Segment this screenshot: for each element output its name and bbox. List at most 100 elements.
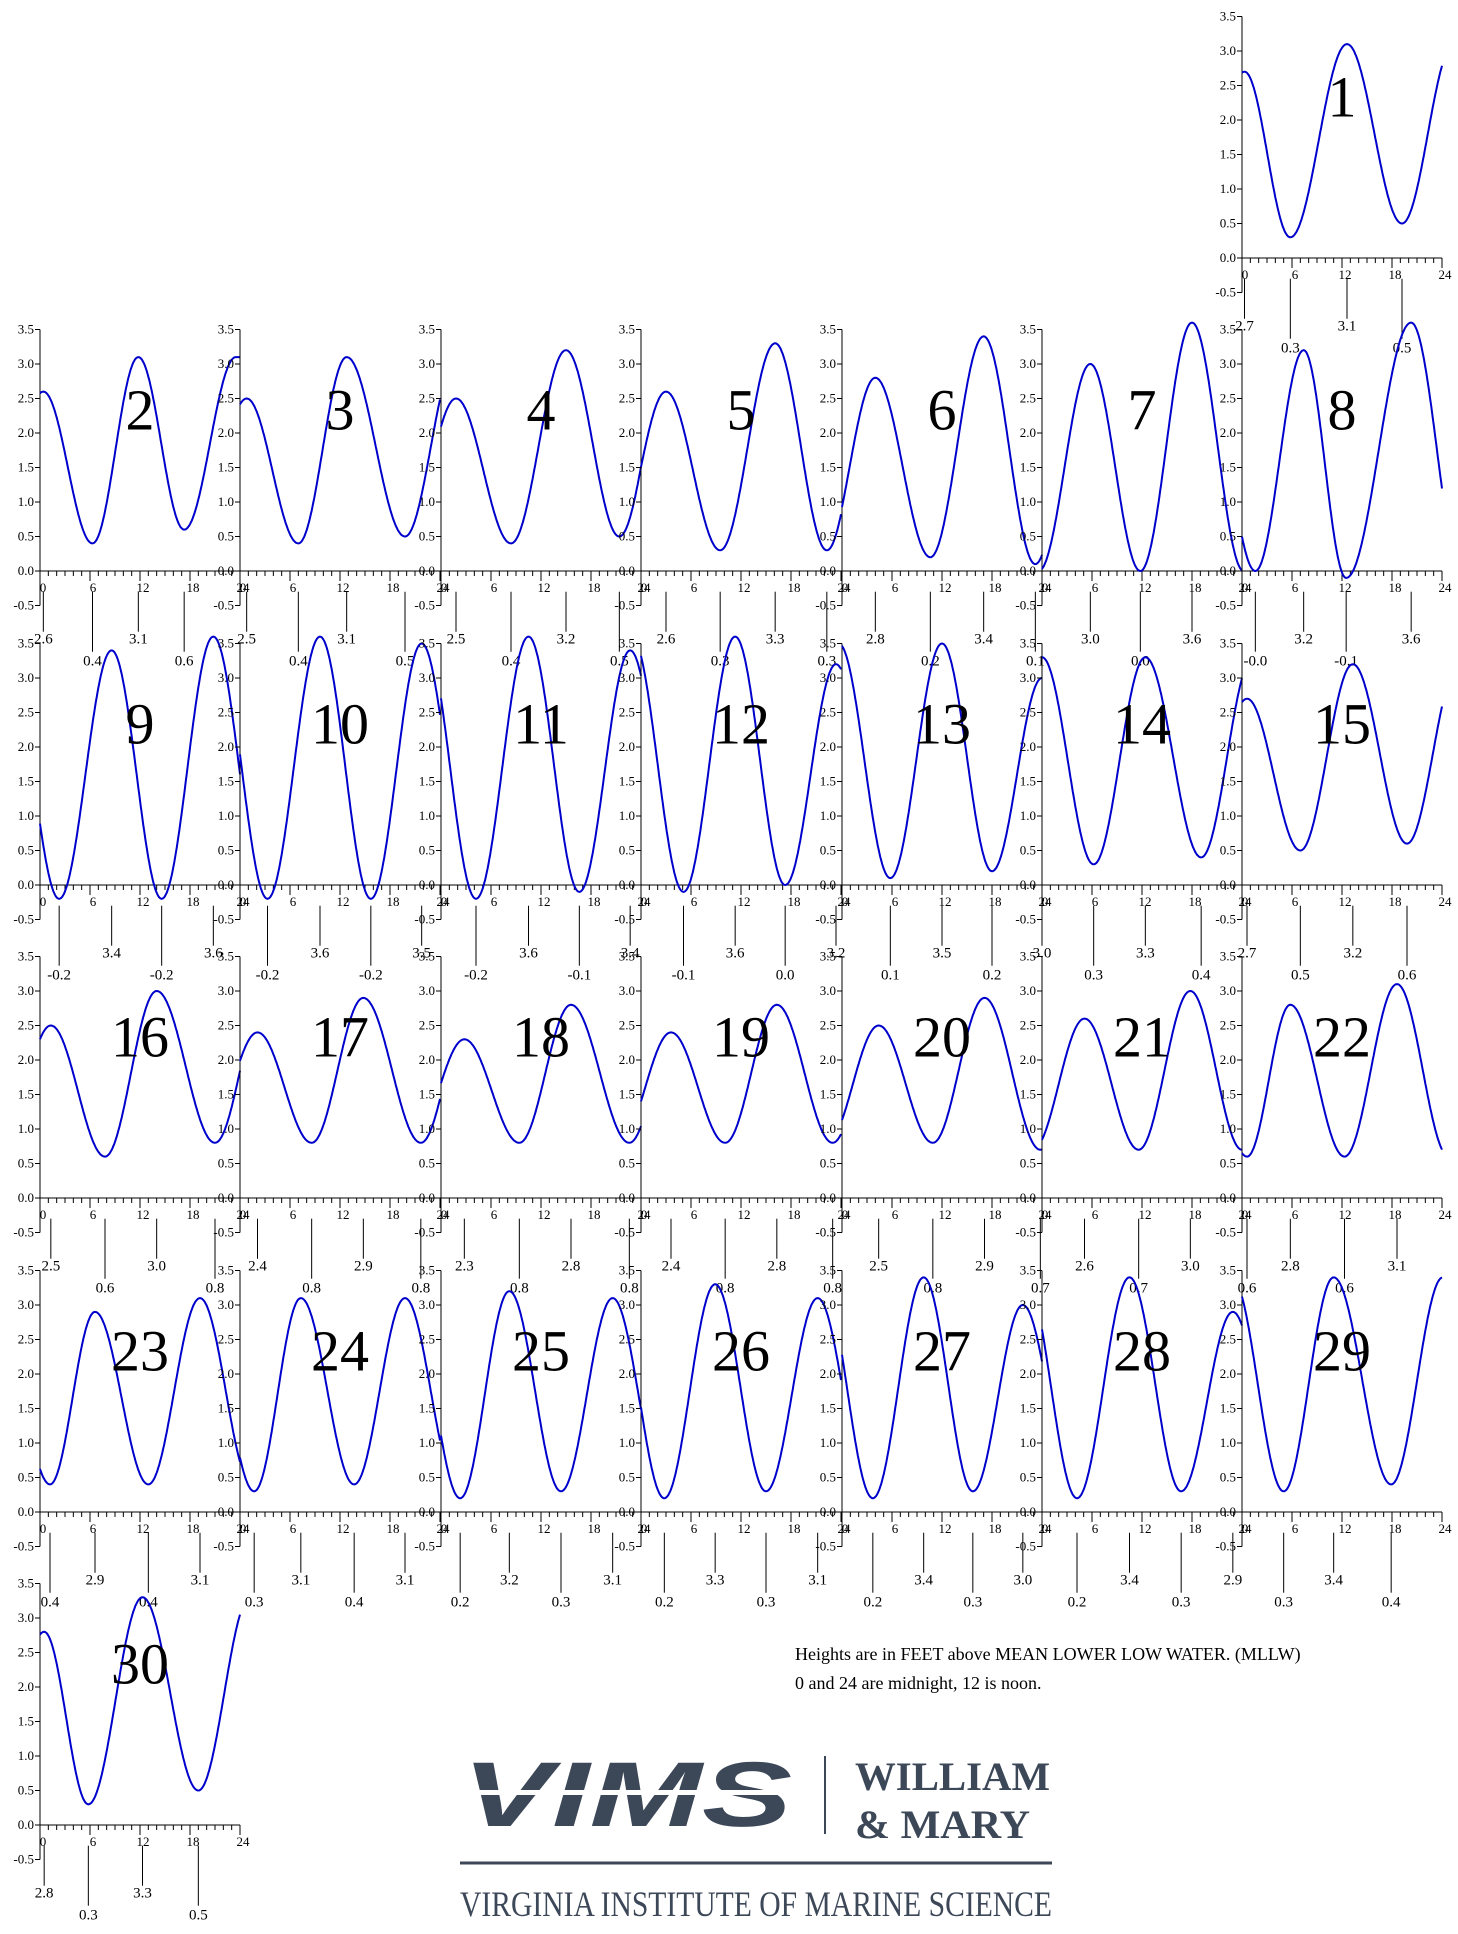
y-tick-label: 0.0: [1220, 1190, 1236, 1205]
high-tide-label: 2.5: [869, 1259, 888, 1275]
y-tick-label: 0.0: [218, 877, 234, 892]
y-tick-label: -0.5: [1215, 1225, 1236, 1240]
y-tick-label: 2.0: [218, 1366, 234, 1381]
y-tick-label: 0.0: [419, 563, 435, 578]
high-tide-label: 3.1: [337, 632, 356, 648]
y-tick-label: 2.0: [18, 1366, 34, 1381]
y-tick-label: -0.5: [414, 598, 435, 613]
y-tick-label: 2.5: [18, 391, 34, 406]
y-tick-label: 3.0: [218, 670, 234, 685]
y-tick-label: 3.5: [1220, 9, 1236, 24]
high-tide-label: 3.2: [557, 632, 576, 648]
y-tick-label: 1.5: [18, 1401, 34, 1416]
x-tick-label: 12: [538, 580, 551, 595]
y-tick-label: 1.5: [619, 774, 635, 789]
high-tide-label: 3.3: [133, 1886, 152, 1902]
y-tick-label: 2.5: [619, 391, 635, 406]
low-tide-label: 0.3: [817, 654, 836, 670]
y-tick-label: 3.0: [419, 1297, 435, 1312]
x-tick-label: 0: [40, 1834, 47, 1849]
y-tick-label: 2.0: [1020, 739, 1036, 754]
x-tick-label: 12: [137, 1521, 150, 1536]
y-tick-label: 3.5: [218, 636, 234, 651]
x-tick-label: 6: [691, 580, 698, 595]
x-tick-label: 18: [387, 1521, 400, 1536]
day-number: 25: [512, 1319, 570, 1384]
day-chart-6: 3.5 3.0 2.5 2.0 1.5 1.0 0.5 0.0 -0.5 0 6 12 18 24 6 2.8…: [815, 322, 1052, 670]
high-tide-label: 3.1: [396, 1573, 415, 1589]
y-tick-label: 1.5: [218, 1087, 234, 1102]
day-number: 27: [913, 1319, 971, 1384]
tide-curve-day-10: [239, 635, 441, 900]
y-tick-label: 0.0: [619, 563, 635, 578]
high-tide-label: 2.8: [562, 1259, 581, 1275]
y-tick-label: 1.0: [18, 494, 34, 509]
y-tick-label: 3.5: [419, 636, 435, 651]
y-tick-label: 0.5: [419, 529, 435, 544]
y-tick-label: -0.5: [13, 1225, 34, 1240]
y-tick-label: -0.5: [213, 1225, 234, 1240]
x-tick-label: 0: [1242, 1521, 1249, 1536]
y-tick-label: 1.5: [820, 1087, 836, 1102]
tide-curve-day-12: [640, 635, 842, 893]
day-number: 17: [311, 1005, 369, 1070]
y-tick-label: 3.0: [820, 670, 836, 685]
tide-curve-day-1: [1241, 43, 1443, 239]
y-tick-label: 2.0: [419, 1052, 435, 1067]
x-tick-label: 18: [1389, 1521, 1402, 1536]
x-tick-label: 18: [1389, 1207, 1402, 1222]
y-tick-label: 3.0: [1220, 670, 1236, 685]
y-tick-label: 1.0: [218, 1121, 234, 1136]
low-tide-label: 0.8: [923, 1281, 942, 1297]
x-tick-label: 6: [1092, 1207, 1099, 1222]
y-tick-label: 0.5: [820, 843, 836, 858]
y-tick-label: 1.0: [419, 1435, 435, 1450]
y-tick-label: 1.0: [1020, 494, 1036, 509]
y-tick-label: 2.0: [619, 1366, 635, 1381]
high-tide-label: 3.6: [204, 946, 223, 962]
x-tick-label: 6: [290, 1207, 297, 1222]
y-tick-label: 2.0: [218, 739, 234, 754]
day-chart-19: 3.5 3.0 2.5 2.0 1.5 1.0 0.5 0.0 -0.5 0 6 12 18 24 19 2.…: [614, 949, 851, 1297]
day-chart-12: 3.5 3.0 2.5 2.0 1.5 1.0 0.5 0.0 -0.5 0 6 12 18 24 12 -0…: [614, 636, 851, 984]
y-tick-label: 1.5: [419, 460, 435, 475]
y-tick-label: 1.5: [18, 1714, 34, 1729]
y-tick-label: 2.0: [18, 1052, 34, 1067]
high-tide-label: 2.6: [34, 632, 53, 648]
y-tick-label: -0.5: [614, 912, 635, 927]
y-tick-label: 0.5: [218, 1470, 234, 1485]
x-tick-label: 18: [1389, 267, 1402, 282]
high-tide-label: 2.6: [1075, 1259, 1094, 1275]
y-tick-label: 0.5: [820, 1156, 836, 1171]
y-tick-label: -0.5: [1015, 1225, 1036, 1240]
day-chart-3: 3.5 3.0 2.5 2.0 1.5 1.0 0.5 0.0 -0.5 0 6 12 18 24 3 2.5…: [213, 322, 450, 670]
y-tick-label: 2.0: [820, 1366, 836, 1381]
y-tick-label: 1.5: [1020, 1087, 1036, 1102]
low-tide-label: 0.8: [510, 1281, 529, 1297]
x-tick-label: 12: [738, 1521, 751, 1536]
x-tick-label: 24: [1439, 267, 1453, 282]
y-tick-label: 3.5: [820, 949, 836, 964]
y-tick-label: 1.0: [619, 808, 635, 823]
tide-curve-day-4: [440, 349, 642, 545]
y-tick-label: 3.5: [18, 1263, 34, 1278]
high-tide-label: 2.8: [767, 1259, 786, 1275]
y-tick-label: 3.0: [1220, 983, 1236, 998]
y-tick-label: 3.0: [1020, 670, 1036, 685]
high-tide-label: 3.2: [1294, 632, 1313, 648]
x-tick-label: 12: [1139, 1521, 1152, 1536]
x-tick-label: 0: [240, 1521, 247, 1536]
high-tide-label: 3.1: [603, 1573, 622, 1589]
y-tick-label: 0.5: [820, 1470, 836, 1485]
y-tick-label: 1.0: [18, 808, 34, 823]
y-tick-label: 3.0: [18, 1297, 34, 1312]
low-tide-label: 0.3: [1084, 968, 1103, 984]
x-tick-label: 0: [1042, 580, 1049, 595]
y-tick-label: 3.0: [419, 670, 435, 685]
y-tick-label: 1.0: [1020, 1435, 1036, 1450]
y-tick-label: 2.0: [619, 1052, 635, 1067]
low-tide-label: 0.8: [206, 1281, 225, 1297]
y-tick-label: 2.5: [419, 1332, 435, 1347]
x-tick-label: 12: [137, 1207, 150, 1222]
